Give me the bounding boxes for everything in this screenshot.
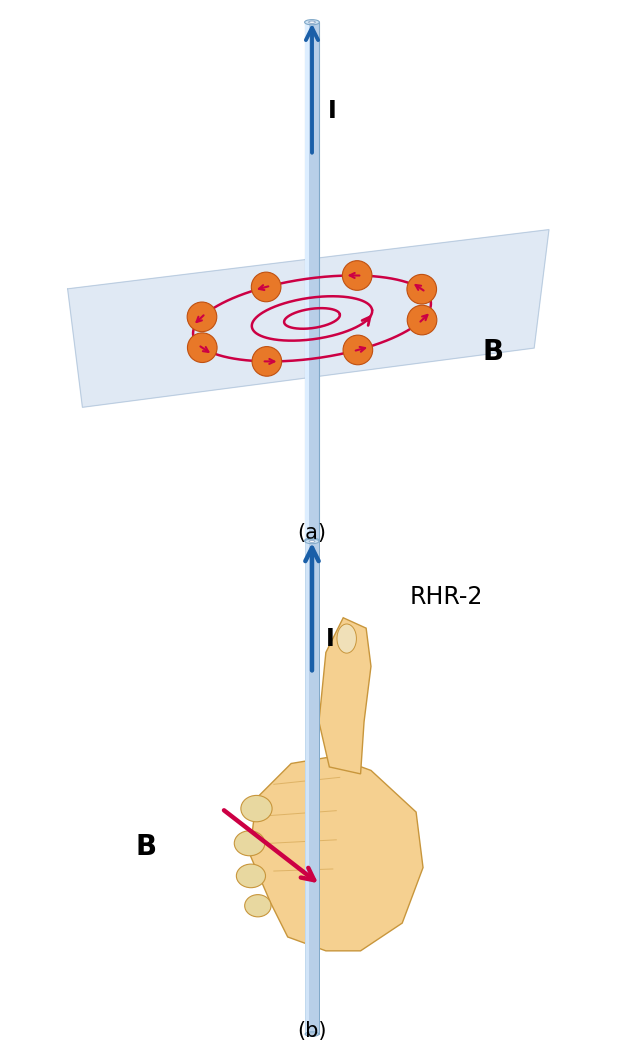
Circle shape	[343, 335, 373, 365]
Bar	[305, 542, 308, 1034]
Ellipse shape	[234, 831, 265, 856]
Bar	[305, 542, 319, 1034]
Ellipse shape	[305, 538, 319, 543]
Text: (a): (a)	[298, 523, 326, 543]
Bar	[305, 22, 319, 541]
Ellipse shape	[305, 1032, 319, 1036]
Text: I: I	[328, 100, 337, 123]
Circle shape	[407, 305, 437, 335]
Ellipse shape	[309, 21, 315, 23]
Polygon shape	[250, 757, 423, 951]
Text: B: B	[482, 337, 504, 366]
Ellipse shape	[305, 20, 319, 25]
Ellipse shape	[309, 541, 315, 543]
Text: (b): (b)	[297, 1021, 327, 1041]
Text: RHR-2: RHR-2	[409, 585, 482, 609]
Ellipse shape	[236, 865, 265, 888]
Circle shape	[187, 302, 217, 331]
Polygon shape	[67, 230, 549, 408]
Bar	[305, 22, 309, 541]
Ellipse shape	[245, 895, 271, 917]
Circle shape	[343, 261, 372, 290]
Text: I: I	[326, 627, 334, 651]
Circle shape	[251, 272, 281, 302]
Ellipse shape	[305, 539, 319, 544]
Circle shape	[407, 275, 437, 304]
Circle shape	[187, 333, 217, 363]
Ellipse shape	[337, 624, 356, 653]
Circle shape	[252, 347, 281, 376]
Polygon shape	[319, 617, 371, 773]
Text: B: B	[135, 833, 156, 860]
Ellipse shape	[241, 795, 272, 822]
